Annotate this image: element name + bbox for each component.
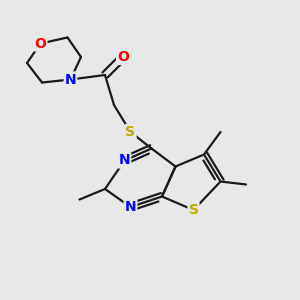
Text: S: S <box>125 125 136 139</box>
Text: N: N <box>119 154 130 167</box>
Text: N: N <box>65 73 76 86</box>
Text: N: N <box>125 200 136 214</box>
Text: O: O <box>117 50 129 64</box>
Text: S: S <box>188 203 199 217</box>
Text: O: O <box>34 37 46 50</box>
